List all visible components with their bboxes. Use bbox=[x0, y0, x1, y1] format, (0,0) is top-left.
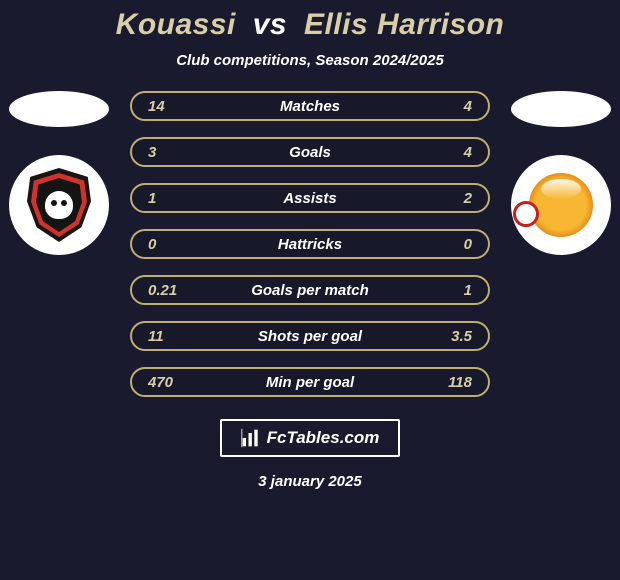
club-badge-right-icon bbox=[511, 155, 611, 255]
stat-row: 1 Assists 2 bbox=[130, 183, 490, 213]
vs-separator: vs bbox=[253, 8, 287, 41]
gold-disc-icon bbox=[525, 169, 597, 241]
stat-right-value: 3.5 bbox=[432, 328, 472, 345]
gloss-icon bbox=[541, 179, 581, 199]
stat-right-value: 2 bbox=[432, 190, 472, 207]
stat-row: 0 Hattricks 0 bbox=[130, 229, 490, 259]
stat-left-value: 470 bbox=[148, 374, 188, 391]
date-label: 3 january 2025 bbox=[258, 473, 361, 490]
comparison-card: Kouassi vs Ellis Harrison Club competiti… bbox=[0, 0, 620, 580]
stats-table: 14 Matches 4 3 Goals 4 1 Assists 2 0 Hat… bbox=[130, 91, 490, 397]
stat-label: Goals bbox=[188, 144, 432, 161]
stat-right-value: 0 bbox=[432, 236, 472, 253]
branding-badge: FcTables.com bbox=[220, 419, 400, 457]
country-flag-right-icon bbox=[511, 91, 611, 127]
stat-row: 14 Matches 4 bbox=[130, 91, 490, 121]
stat-left-value: 3 bbox=[148, 144, 188, 161]
stat-row: 470 Min per goal 118 bbox=[130, 367, 490, 397]
stat-row: 3 Goals 4 bbox=[130, 137, 490, 167]
country-flag-left-icon bbox=[9, 91, 109, 127]
shield-icon bbox=[27, 168, 91, 242]
stat-row: 0.21 Goals per match 1 bbox=[130, 275, 490, 305]
club-badge-left-icon bbox=[9, 155, 109, 255]
stat-left-value: 14 bbox=[148, 98, 188, 115]
player2-name: Ellis Harrison bbox=[304, 8, 504, 41]
stat-right-value: 4 bbox=[432, 98, 472, 115]
stat-label: Goals per match bbox=[188, 282, 432, 299]
stat-right-value: 4 bbox=[432, 144, 472, 161]
subtitle: Club competitions, Season 2024/2025 bbox=[176, 52, 444, 69]
stat-label: Matches bbox=[188, 98, 432, 115]
stat-right-value: 1 bbox=[432, 282, 472, 299]
left-side bbox=[4, 91, 124, 255]
branding-text: FcTables.com bbox=[267, 428, 380, 448]
stat-row: 11 Shots per goal 3.5 bbox=[130, 321, 490, 351]
stat-label: Min per goal bbox=[188, 374, 432, 391]
middle-row: 14 Matches 4 3 Goals 4 1 Assists 2 0 Hat… bbox=[0, 91, 620, 397]
stat-label: Hattricks bbox=[188, 236, 432, 253]
stat-left-value: 0 bbox=[148, 236, 188, 253]
right-side bbox=[496, 91, 616, 255]
player1-name: Kouassi bbox=[116, 8, 236, 41]
stat-label: Shots per goal bbox=[188, 328, 432, 345]
bar-chart-icon bbox=[241, 428, 261, 448]
shield-core-icon bbox=[36, 178, 82, 232]
stat-left-value: 1 bbox=[148, 190, 188, 207]
stat-label: Assists bbox=[188, 190, 432, 207]
stat-right-value: 118 bbox=[432, 374, 472, 391]
page-title: Kouassi vs Ellis Harrison bbox=[116, 8, 505, 42]
stat-left-value: 11 bbox=[148, 328, 188, 345]
lion-head-icon bbox=[45, 191, 73, 219]
shield-ring-icon bbox=[31, 173, 87, 237]
stat-left-value: 0.21 bbox=[148, 282, 188, 299]
